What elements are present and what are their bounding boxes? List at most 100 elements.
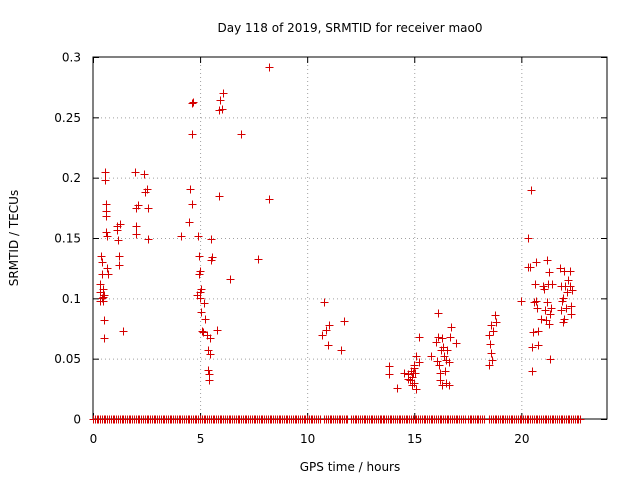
tick-labels: 0 5 10 15 20 0 0.05 0.1 0.15 0.2 0.25 0.3 <box>54 51 529 447</box>
data-point <box>102 212 111 221</box>
data-point <box>219 89 228 98</box>
data-point <box>226 275 235 284</box>
data-point <box>103 232 112 241</box>
y-tick-label: 0.3 <box>62 51 81 65</box>
data-point <box>432 338 441 347</box>
data-point <box>547 304 556 313</box>
data-point <box>144 204 153 213</box>
data-point <box>557 306 566 315</box>
data-point <box>215 192 224 201</box>
data-point <box>447 323 456 332</box>
y-tick-label: 0.15 <box>54 232 81 246</box>
data-point <box>206 350 215 359</box>
data-point <box>186 185 195 194</box>
data-point <box>410 361 419 370</box>
data-point <box>486 340 495 349</box>
data-point <box>213 326 222 335</box>
data-point <box>102 200 111 209</box>
data-point <box>445 381 454 390</box>
data-point <box>532 297 541 306</box>
data-point <box>488 356 497 365</box>
y-tick-label: 0.1 <box>62 292 81 306</box>
data-point <box>131 168 140 177</box>
data-point <box>205 370 214 379</box>
data-point <box>411 369 420 378</box>
data-point <box>546 355 555 364</box>
data-point <box>491 311 500 320</box>
data-point <box>528 367 537 376</box>
data-point <box>320 298 329 307</box>
data-point <box>100 291 109 300</box>
data-point <box>216 96 225 105</box>
data-point <box>408 381 417 390</box>
data-point <box>208 253 217 262</box>
zero-data-point <box>576 415 585 424</box>
data-point <box>132 222 141 231</box>
data-point <box>562 304 571 313</box>
y-tick-label: 0.05 <box>54 352 81 366</box>
data-point <box>101 168 110 177</box>
data-point <box>563 288 572 297</box>
data-point <box>548 280 557 289</box>
data-point <box>265 63 274 72</box>
data-point <box>206 334 215 343</box>
data-point <box>143 185 152 194</box>
data-point <box>415 333 424 342</box>
data-point <box>385 362 394 371</box>
data-point <box>196 267 205 276</box>
data-point <box>526 263 535 272</box>
data-point <box>435 361 444 370</box>
y-axis-label: SRMTID / TECUs <box>7 190 21 286</box>
data-point <box>568 286 577 295</box>
data-point <box>116 220 125 229</box>
data-point <box>337 346 346 355</box>
data-point <box>532 258 541 267</box>
x-tick-label: 20 <box>514 432 529 446</box>
data-point <box>177 232 186 241</box>
data-point <box>543 298 552 307</box>
data-point <box>545 320 554 329</box>
data-point <box>340 317 349 326</box>
data-point <box>487 321 496 330</box>
data-point <box>197 285 206 294</box>
data-point <box>545 268 554 277</box>
data-point <box>115 252 124 261</box>
data-point <box>564 276 573 285</box>
data-point <box>324 341 333 350</box>
data-point <box>144 235 153 244</box>
data-point <box>546 310 555 319</box>
data-point <box>443 346 452 355</box>
data-point <box>533 304 542 313</box>
y-tick-label: 0.25 <box>54 111 81 125</box>
data-point <box>560 315 569 324</box>
data-point <box>322 326 331 335</box>
x-tick-label: 15 <box>407 432 422 446</box>
data-point <box>438 334 447 343</box>
data-point <box>446 333 455 342</box>
data-point <box>492 318 501 327</box>
data-point <box>104 270 113 279</box>
data-points <box>89 63 585 424</box>
data-point <box>436 376 445 385</box>
data-point <box>434 333 443 342</box>
data-point <box>530 298 539 307</box>
data-point <box>412 385 421 394</box>
data-point <box>98 258 107 267</box>
data-point <box>527 186 536 195</box>
data-point <box>197 308 206 317</box>
data-point <box>100 334 109 343</box>
data-point <box>201 315 210 324</box>
data-point <box>541 306 550 315</box>
data-point <box>485 361 494 370</box>
data-point <box>188 130 197 139</box>
data-point <box>185 218 194 227</box>
data-point <box>189 98 198 107</box>
data-point <box>487 349 496 358</box>
data-point <box>415 358 424 367</box>
data-point <box>529 328 538 337</box>
data-point <box>400 369 409 378</box>
data-point <box>524 234 533 243</box>
x-axis-label: GPS time / hours <box>300 460 401 474</box>
data-point <box>385 370 394 379</box>
data-point <box>434 309 443 318</box>
